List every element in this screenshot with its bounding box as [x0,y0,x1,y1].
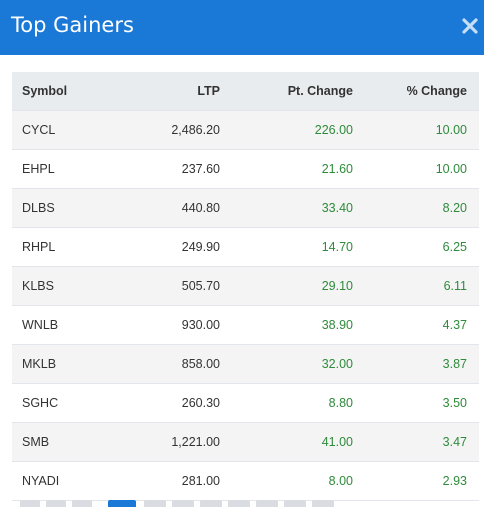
pt-change-cell: 29.10 [220,266,353,306]
table-row[interactable]: SGHC 260.30 8.80 3.50 [12,383,479,423]
pct-change-cell: 6.25 [353,227,479,267]
pt-change-cell: 41.00 [220,422,353,462]
table-row[interactable]: WNLB 930.00 38.90 4.37 [12,305,479,345]
table-header-row: Symbol LTP Pt. Change % Change [12,72,479,111]
pagination-prev[interactable] [46,500,66,507]
symbol-cell: DLBS [12,188,132,228]
symbol-cell: KLBS [12,266,132,306]
symbol-cell: CYCL [12,110,132,150]
pt-change-cell: 226.00 [220,110,353,150]
ltp-cell: 1,221.00 [132,422,220,462]
ltp-cell: 281.00 [132,461,220,501]
table-row[interactable]: EHPL 237.60 21.60 10.00 [12,149,479,189]
pct-change-cell: 6.11 [353,266,479,306]
table-row[interactable]: NYADI 281.00 8.00 2.93 [12,461,479,501]
ltp-cell: 440.80 [132,188,220,228]
pagination-next[interactable] [284,500,306,507]
table-row[interactable]: SMB 1,221.00 41.00 3.47 [12,422,479,462]
column-header-pct-change[interactable]: % Change [353,72,479,111]
ltp-cell: 249.90 [132,227,220,267]
ltp-cell: 858.00 [132,344,220,384]
table-row[interactable]: CYCL 2,486.20 226.00 10.00 [12,110,479,150]
symbol-cell: WNLB [12,305,132,345]
ltp-cell: 505.70 [132,266,220,306]
pt-change-cell: 14.70 [220,227,353,267]
symbol-cell: EHPL [12,149,132,189]
ltp-cell: 237.60 [132,149,220,189]
modal-title: Top Gainers [11,13,134,37]
symbol-cell: RHPL [12,227,132,267]
column-header-pt-change[interactable]: Pt. Change [220,72,353,111]
modal-header: Top Gainers [0,0,484,55]
pct-change-cell: 3.50 [353,383,479,423]
ltp-cell: 930.00 [132,305,220,345]
pagination-item[interactable] [228,500,250,507]
pct-change-cell: 8.20 [353,188,479,228]
pagination-current-page[interactable] [108,500,136,507]
pct-change-cell: 4.37 [353,305,479,345]
pt-change-cell: 21.60 [220,149,353,189]
pagination-item[interactable] [144,500,166,507]
table-row[interactable]: RHPL 249.90 14.70 6.25 [12,227,479,267]
pct-change-cell: 2.93 [353,461,479,501]
pct-change-cell: 10.00 [353,149,479,189]
table-row[interactable]: KLBS 505.70 29.10 6.11 [12,266,479,306]
modal-body: Symbol LTP Pt. Change % Change CYCL 2,486… [0,55,484,507]
table-row[interactable]: MKLB 858.00 32.00 3.87 [12,344,479,384]
ltp-cell: 2,486.20 [132,110,220,150]
pagination-last[interactable] [312,500,334,507]
pagination-first[interactable] [20,500,40,507]
pct-change-cell: 3.47 [353,422,479,462]
pagination [20,500,460,507]
close-icon[interactable] [460,16,480,36]
pagination-item[interactable] [200,500,222,507]
table-row[interactable]: DLBS 440.80 33.40 8.20 [12,188,479,228]
pt-change-cell: 38.90 [220,305,353,345]
column-header-symbol[interactable]: Symbol [12,72,132,111]
symbol-cell: SGHC [12,383,132,423]
column-header-ltp[interactable]: LTP [132,72,220,111]
symbol-cell: MKLB [12,344,132,384]
pt-change-cell: 32.00 [220,344,353,384]
ltp-cell: 260.30 [132,383,220,423]
pagination-item[interactable] [72,500,92,507]
pt-change-cell: 33.40 [220,188,353,228]
pct-change-cell: 10.00 [353,110,479,150]
pagination-item[interactable] [172,500,194,507]
symbol-cell: SMB [12,422,132,462]
pt-change-cell: 8.00 [220,461,353,501]
gainers-table: Symbol LTP Pt. Change % Change CYCL 2,486… [12,72,479,501]
pct-change-cell: 3.87 [353,344,479,384]
pt-change-cell: 8.80 [220,383,353,423]
symbol-cell: NYADI [12,461,132,501]
pagination-item[interactable] [256,500,278,507]
